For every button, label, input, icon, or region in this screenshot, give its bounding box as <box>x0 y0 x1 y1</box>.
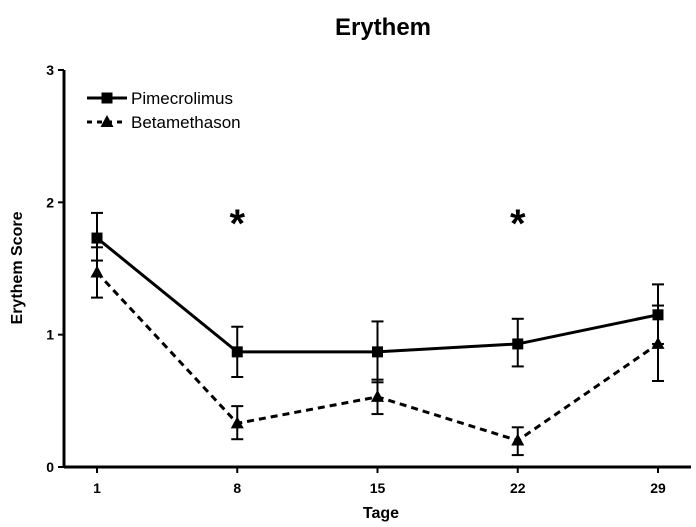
y-tick-label: 3 <box>46 62 54 78</box>
data-point-pimecrolimus <box>231 346 243 358</box>
data-point-betamethason <box>90 265 104 278</box>
legend-label-betamethason: Betamethason <box>131 113 241 132</box>
significance-marker: * <box>229 202 245 246</box>
data-point-pimecrolimus <box>91 232 103 244</box>
legend-marker-betamethason <box>100 115 114 127</box>
legend-label-pimecrolimus: Pimecrolimus <box>131 89 233 108</box>
x-tick-label: 29 <box>650 480 666 496</box>
legend-item-pimecrolimus: Pimecrolimus <box>87 89 233 108</box>
y-tick-label: 1 <box>46 327 54 343</box>
x-axis-label: Tage <box>363 505 399 522</box>
x-tick-label: 15 <box>370 480 386 496</box>
data-point-betamethason <box>511 433 525 446</box>
data-point-betamethason <box>230 416 244 429</box>
y-tick-label: 2 <box>46 194 54 210</box>
legend: Pimecrolimus Betamethason <box>87 89 241 132</box>
x-tick-label: 1 <box>93 480 101 496</box>
axes <box>58 69 691 473</box>
x-tick-label: 8 <box>233 480 241 496</box>
legend-marker-pimecrolimus <box>101 92 113 104</box>
series-betamethason <box>90 246 665 457</box>
data-point-pimecrolimus <box>372 346 383 358</box>
data-point-pimecrolimus <box>512 338 524 350</box>
x-tick-label: 22 <box>510 480 526 496</box>
series-layer <box>90 211 665 457</box>
x-tick-labels: 1 8 15 22 29 <box>93 480 666 496</box>
data-point-betamethason <box>651 336 665 349</box>
series-pimecrolimus <box>91 211 664 384</box>
legend-item-betamethason: Betamethason <box>87 113 241 132</box>
annotations: * * <box>229 202 526 246</box>
y-tick-labels: 0 1 2 3 <box>46 62 54 475</box>
significance-marker: * <box>510 202 526 246</box>
y-axis-label: Erythem Score <box>9 211 26 324</box>
y-tick-label: 0 <box>46 459 54 475</box>
chart-title: Erythem <box>335 14 431 41</box>
data-point-betamethason <box>371 389 384 402</box>
